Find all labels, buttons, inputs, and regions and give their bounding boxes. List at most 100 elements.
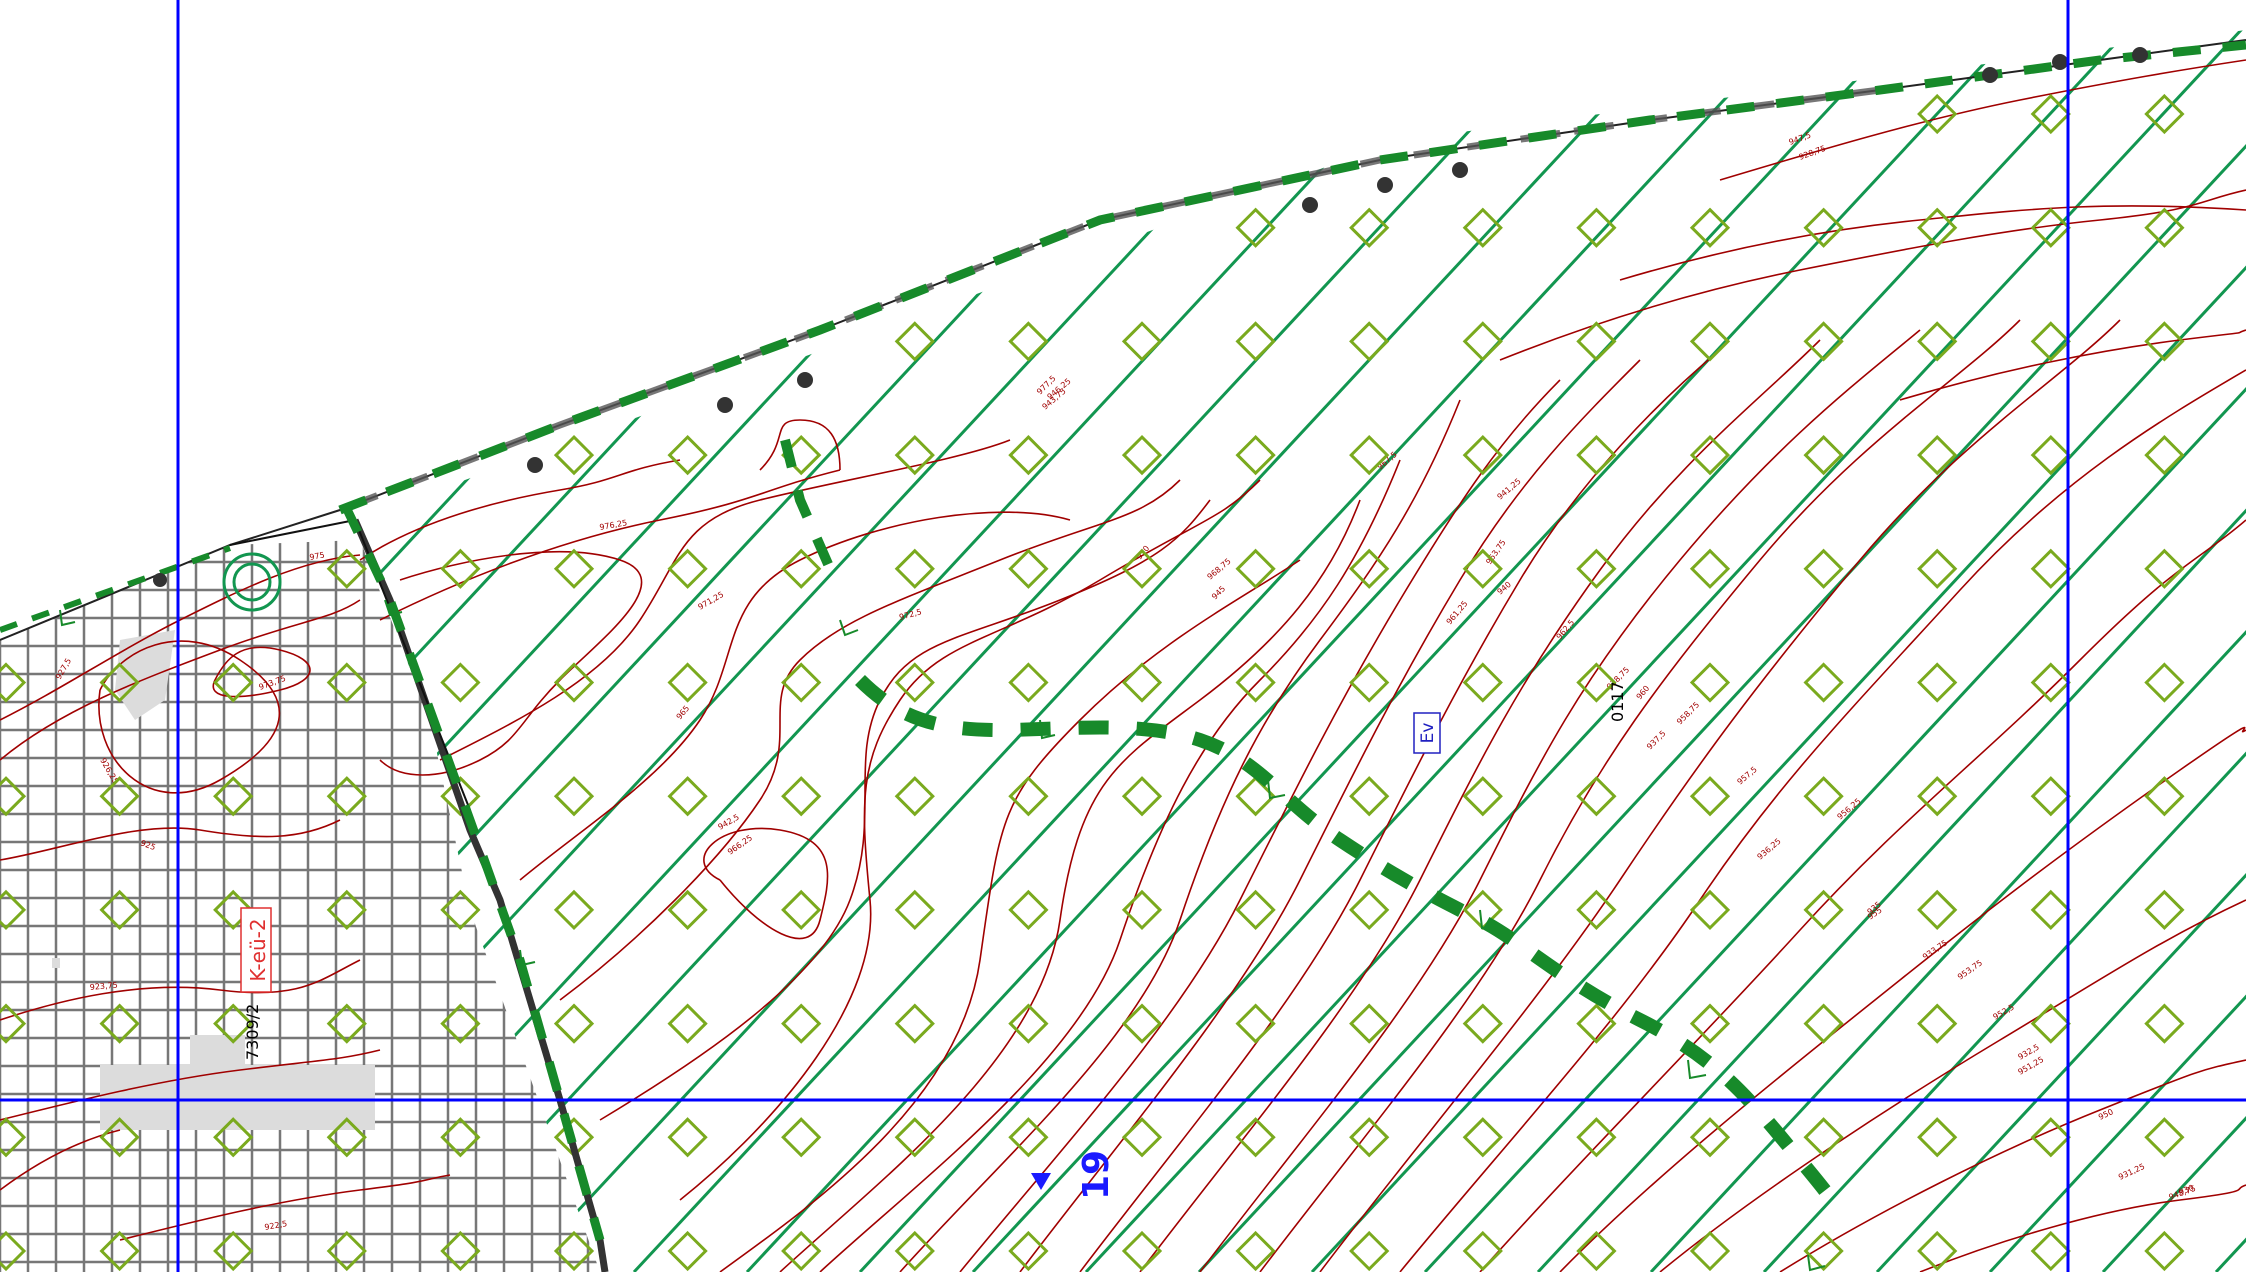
diamond-symbol — [1349, 662, 1390, 703]
diamond-symbol — [2030, 662, 2071, 703]
diamond-symbol — [1349, 1230, 1390, 1272]
diamond-symbol — [2144, 207, 2185, 248]
diamond-symbol — [99, 1003, 140, 1044]
arrow-marker — [1687, 1059, 1707, 1080]
diamond-symbol — [1803, 321, 1844, 362]
diamond-symbol — [1803, 548, 1844, 589]
diamond-symbol — [1689, 1230, 1731, 1272]
diamond-symbol — [553, 662, 595, 703]
diamond-symbol — [553, 889, 595, 931]
grid-number-text: 19 — [1076, 1150, 1117, 1200]
boundary-dot — [2132, 47, 2148, 63]
grid-number-label: 19 — [1031, 1150, 1117, 1200]
contour-line — [1199, 329, 1921, 1272]
hatch-line — [632, 30, 1819, 1272]
diamond-symbol — [1349, 1117, 1390, 1158]
diamond-symbol — [1576, 1230, 1617, 1272]
diamond-symbol — [894, 776, 935, 817]
arrow-marker — [1267, 779, 1286, 800]
diamond-symbol — [1235, 1230, 1276, 1272]
diamond-symbol — [1462, 1117, 1503, 1158]
diamond-symbol — [894, 548, 935, 589]
diamond-symbol — [2144, 93, 2185, 135]
diamond-symbol — [99, 1117, 140, 1158]
contour-line — [379, 550, 643, 776]
diamond-symbol — [1917, 1230, 1958, 1272]
diamond-symbol — [553, 776, 595, 817]
diamond-symbol — [1576, 207, 1617, 248]
diamond-symbol — [667, 662, 708, 703]
diamond-symbol — [1462, 321, 1503, 362]
hatch-line — [971, 30, 2158, 1272]
contour-line — [359, 459, 681, 561]
diamond-symbol — [894, 1230, 935, 1272]
diamond-symbol — [99, 662, 140, 703]
diamond-symbol — [1689, 889, 1731, 931]
diamond-symbol — [440, 662, 481, 703]
diamond-symbol — [2144, 1003, 2185, 1044]
contour-lines — [0, 59, 2246, 1272]
diamond-symbol — [894, 1117, 935, 1158]
hatch-line — [406, 30, 1593, 1272]
boundary-dot — [1452, 162, 1468, 178]
diamond-symbol — [781, 776, 822, 817]
diamond-symbol — [2144, 662, 2185, 703]
diamond-symbol — [440, 548, 481, 589]
parcel-boundary — [351, 518, 609, 1272]
diamond-symbol — [1803, 889, 1844, 931]
diamond-symbol — [667, 548, 708, 589]
diamond-symbol — [1121, 662, 1163, 703]
diamond-symbol — [1689, 662, 1731, 703]
diamond-symbol — [1917, 889, 1958, 931]
dashed-path — [855, 675, 1841, 1214]
contour-line — [703, 827, 829, 940]
diamond-symbol — [2144, 1230, 2185, 1272]
diamond-symbol — [99, 1230, 140, 1272]
diamond-symbol — [1803, 1230, 1844, 1272]
contour-line — [1619, 205, 2246, 281]
diamond-symbol — [1121, 434, 1163, 476]
diamond-symbol — [1235, 548, 1276, 589]
contour-line — [1319, 319, 2121, 1272]
diamond-symbol — [1008, 1003, 1049, 1044]
dashed-paths — [0, 40, 2246, 1242]
diamond-symbol — [1576, 321, 1617, 362]
diamond-symbol — [1235, 1117, 1276, 1158]
diamond-symbol — [1689, 207, 1731, 248]
diamond-symbol — [2144, 434, 2185, 476]
diamond-symbol — [0, 889, 27, 931]
diamond-symbol — [781, 1003, 822, 1044]
arrow-markers — [59, 599, 1826, 1272]
diamond-symbol — [326, 889, 367, 931]
diamond-symbol — [1917, 1003, 1958, 1044]
arrow-marker — [384, 599, 403, 617]
contour-line — [1399, 369, 2246, 1272]
arrow-marker — [59, 609, 76, 627]
diamond-symbol — [1689, 321, 1731, 362]
diamond-symbol — [781, 889, 822, 931]
arrow-marker — [1479, 909, 1497, 930]
contour-line — [899, 399, 1461, 1272]
diamond-symbol — [326, 662, 367, 703]
diamond-symbol — [1576, 1117, 1617, 1158]
boundary-dot — [717, 397, 733, 413]
diamond-symbol — [440, 1230, 481, 1272]
diamond-symbol — [1689, 776, 1731, 817]
contour-line — [1139, 339, 1821, 1272]
diamond-symbol — [1121, 1003, 1163, 1044]
diamond-symbol — [1917, 93, 1958, 135]
diamond-symbol — [894, 889, 935, 931]
diamond-symbol — [1349, 207, 1390, 248]
diamond-symbol — [2144, 1117, 2185, 1158]
hatch-line — [519, 30, 1706, 1272]
diamond-symbol — [1121, 889, 1163, 931]
diamond-symbol — [440, 776, 481, 817]
diamond-symbol — [1917, 434, 1958, 476]
diamond-symbol — [1008, 434, 1049, 476]
hatch-line — [1423, 30, 2246, 1272]
diamond-symbol — [2144, 889, 2185, 931]
zone-label: K-eü-2 — [240, 907, 272, 993]
diamond-symbol — [1121, 548, 1163, 589]
diamond-symbol — [781, 1117, 822, 1158]
